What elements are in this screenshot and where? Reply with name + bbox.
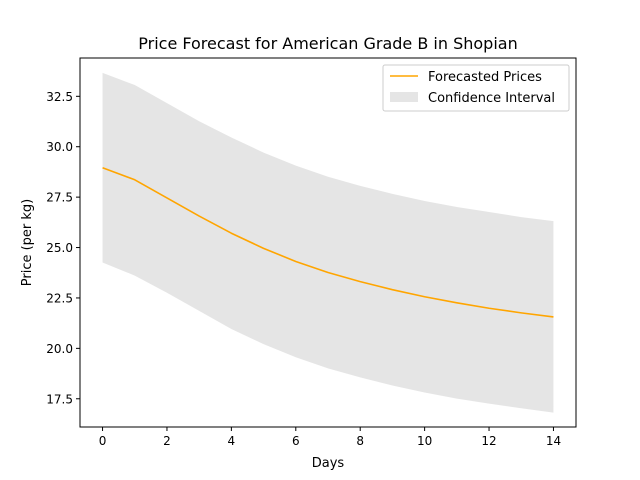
x-tick-label: 6: [292, 434, 300, 448]
x-axis-ticks: 0 2 4 6 8 10 12 14: [99, 427, 561, 448]
y-tick-label: 30.0: [46, 140, 73, 154]
y-tick-label: 32.5: [46, 90, 73, 104]
x-tick-label: 14: [546, 434, 561, 448]
legend: Forecasted Prices Confidence Interval: [382, 64, 570, 112]
plot-area: [79, 57, 577, 428]
legend-box: [382, 64, 570, 112]
y-tick-label: 27.5: [46, 191, 73, 205]
confidence-band: [102, 72, 554, 413]
legend-forecast-label: Forecasted Prices: [428, 70, 542, 85]
y-tick-label: 25.0: [46, 241, 73, 255]
axes-frame: [79, 57, 577, 428]
series-layer: [102, 166, 554, 318]
series-line-forecast: [102, 166, 554, 318]
y-axis-ticks: 17.5 20.0 22.5 25.0 27.5 30.0 32.5: [46, 90, 80, 406]
y-axis-label: Price (per kg): [20, 199, 35, 287]
x-tick-label: 4: [228, 434, 236, 448]
x-tick-label: 0: [99, 434, 107, 448]
y-tick-label: 20.0: [46, 342, 73, 356]
x-axis-label: Days: [312, 456, 345, 471]
x-tick-label: 10: [417, 434, 432, 448]
confidence-band-layer: [102, 72, 554, 413]
x-tick-label: 12: [481, 434, 496, 448]
legend-confidence-label: Confidence Interval: [428, 91, 555, 106]
chart-title: Price Forecast for American Grade B in S…: [138, 34, 517, 53]
y-tick-label: 22.5: [46, 291, 73, 305]
x-tick-label: 8: [356, 434, 364, 448]
y-tick-label: 17.5: [46, 392, 73, 406]
x-tick-label: 2: [163, 434, 171, 448]
legend-confidence-swatch: [390, 92, 418, 102]
